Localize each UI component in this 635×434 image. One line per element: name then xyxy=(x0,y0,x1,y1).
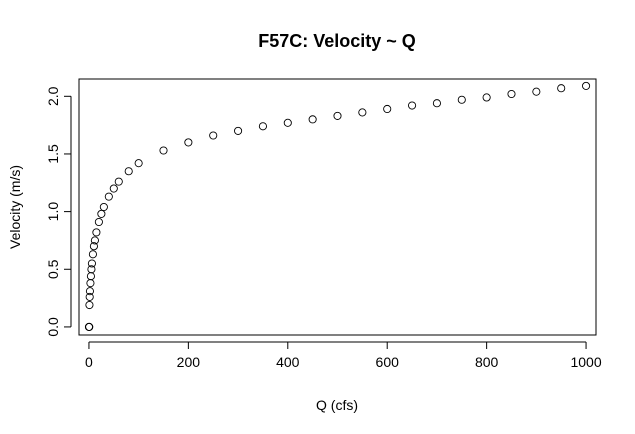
data-point xyxy=(86,272,95,281)
data-point xyxy=(209,131,218,140)
y-axis-label: Velocity (m/s) xyxy=(7,165,23,249)
data-point xyxy=(92,228,101,237)
data-point xyxy=(85,322,94,331)
data-point xyxy=(457,95,466,104)
y-tick-label: 1.5 xyxy=(45,144,61,164)
x-tick-label: 600 xyxy=(376,354,400,370)
data-point xyxy=(90,236,99,245)
y-tick-label: 1.0 xyxy=(45,202,61,222)
chart-title: F57C: Velocity ~ Q xyxy=(258,31,416,51)
data-point xyxy=(333,111,342,120)
data-point xyxy=(532,87,541,96)
x-axis: 0 200 400 600 800 1000 xyxy=(85,341,602,370)
data-point xyxy=(109,184,118,193)
data-point xyxy=(85,287,94,296)
data-point xyxy=(482,93,491,102)
data-point xyxy=(87,265,96,274)
x-tick-label: 0 xyxy=(85,354,93,370)
data-point xyxy=(383,104,392,114)
data-point xyxy=(94,217,103,227)
x-tick-label: 200 xyxy=(177,354,201,370)
data-point xyxy=(85,300,94,310)
data-point xyxy=(114,177,123,186)
data-point xyxy=(582,81,591,90)
x-tick-label: 800 xyxy=(475,354,499,370)
data-point xyxy=(308,115,317,124)
y-tick-label: 2.0 xyxy=(45,86,61,106)
data-point xyxy=(86,279,95,288)
data-point xyxy=(104,192,113,201)
x-axis-label: Q (cfs) xyxy=(316,397,358,413)
data-point xyxy=(557,84,566,93)
y-axis: 0.0 0.5 1.0 1.5 2.0 xyxy=(45,86,72,337)
data-point xyxy=(258,122,267,131)
x-tick-label: 400 xyxy=(276,354,300,370)
data-point xyxy=(134,159,143,168)
data-point xyxy=(99,202,108,212)
data-point xyxy=(432,99,441,108)
y-tick-label: 0.5 xyxy=(45,259,61,279)
data-point xyxy=(89,242,98,251)
data-point xyxy=(507,89,516,99)
data-point xyxy=(88,250,97,259)
x-tick-label: 1000 xyxy=(570,354,601,370)
data-point xyxy=(184,138,193,147)
data-point xyxy=(408,101,417,110)
data-point xyxy=(283,118,292,127)
y-tick-label: 0.0 xyxy=(45,317,61,337)
data-point xyxy=(97,209,106,218)
data-point xyxy=(159,146,168,155)
data-points xyxy=(84,81,591,331)
data-point xyxy=(124,167,133,176)
data-point xyxy=(358,108,367,117)
data-point xyxy=(85,292,94,301)
data-point xyxy=(234,126,243,135)
plot-frame xyxy=(78,78,597,336)
data-point xyxy=(87,259,96,268)
